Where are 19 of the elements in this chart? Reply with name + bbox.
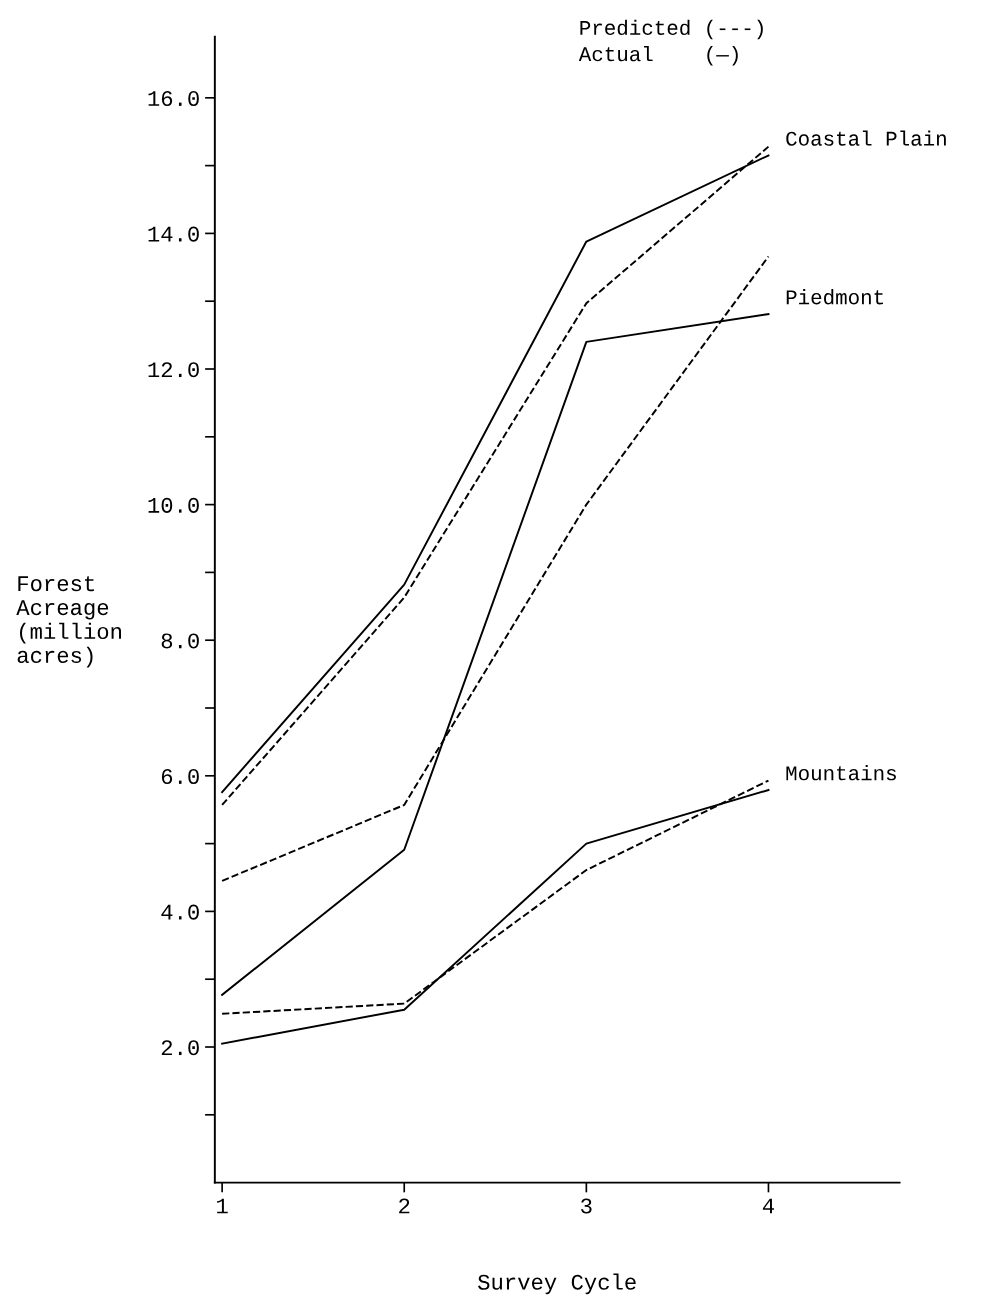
annotation: Actual (—) [578,45,738,66]
y-tick-label: 6.0 [161,768,199,785]
series-label: Coastal Plain [786,130,946,146]
annotation: Predicted (---) [580,19,763,40]
x-axis-title: Survey Cycle [478,1273,636,1295]
x-tick-label: 4 [762,1198,774,1214]
series-label: Mountains [786,765,896,781]
x-tick-label: 1 [217,1198,228,1214]
x-tick-label: 2 [399,1198,410,1214]
y-tick-label: 14.0 [148,226,199,242]
x-tick-label: 3 [581,1198,592,1214]
y-tick-label: 16.0 [148,91,199,107]
y-tick-label: 2.0 [161,1040,199,1056]
series-label: Piedmont [786,289,883,305]
y-tick-label: 8.0 [161,633,199,649]
y-tick-label: 12.0 [148,362,199,378]
y-tick-label: 4.0 [161,904,199,920]
y-axis-title: Forest Acreage (million acres) [16,576,121,668]
y-tick-label: 10.0 [148,497,199,513]
